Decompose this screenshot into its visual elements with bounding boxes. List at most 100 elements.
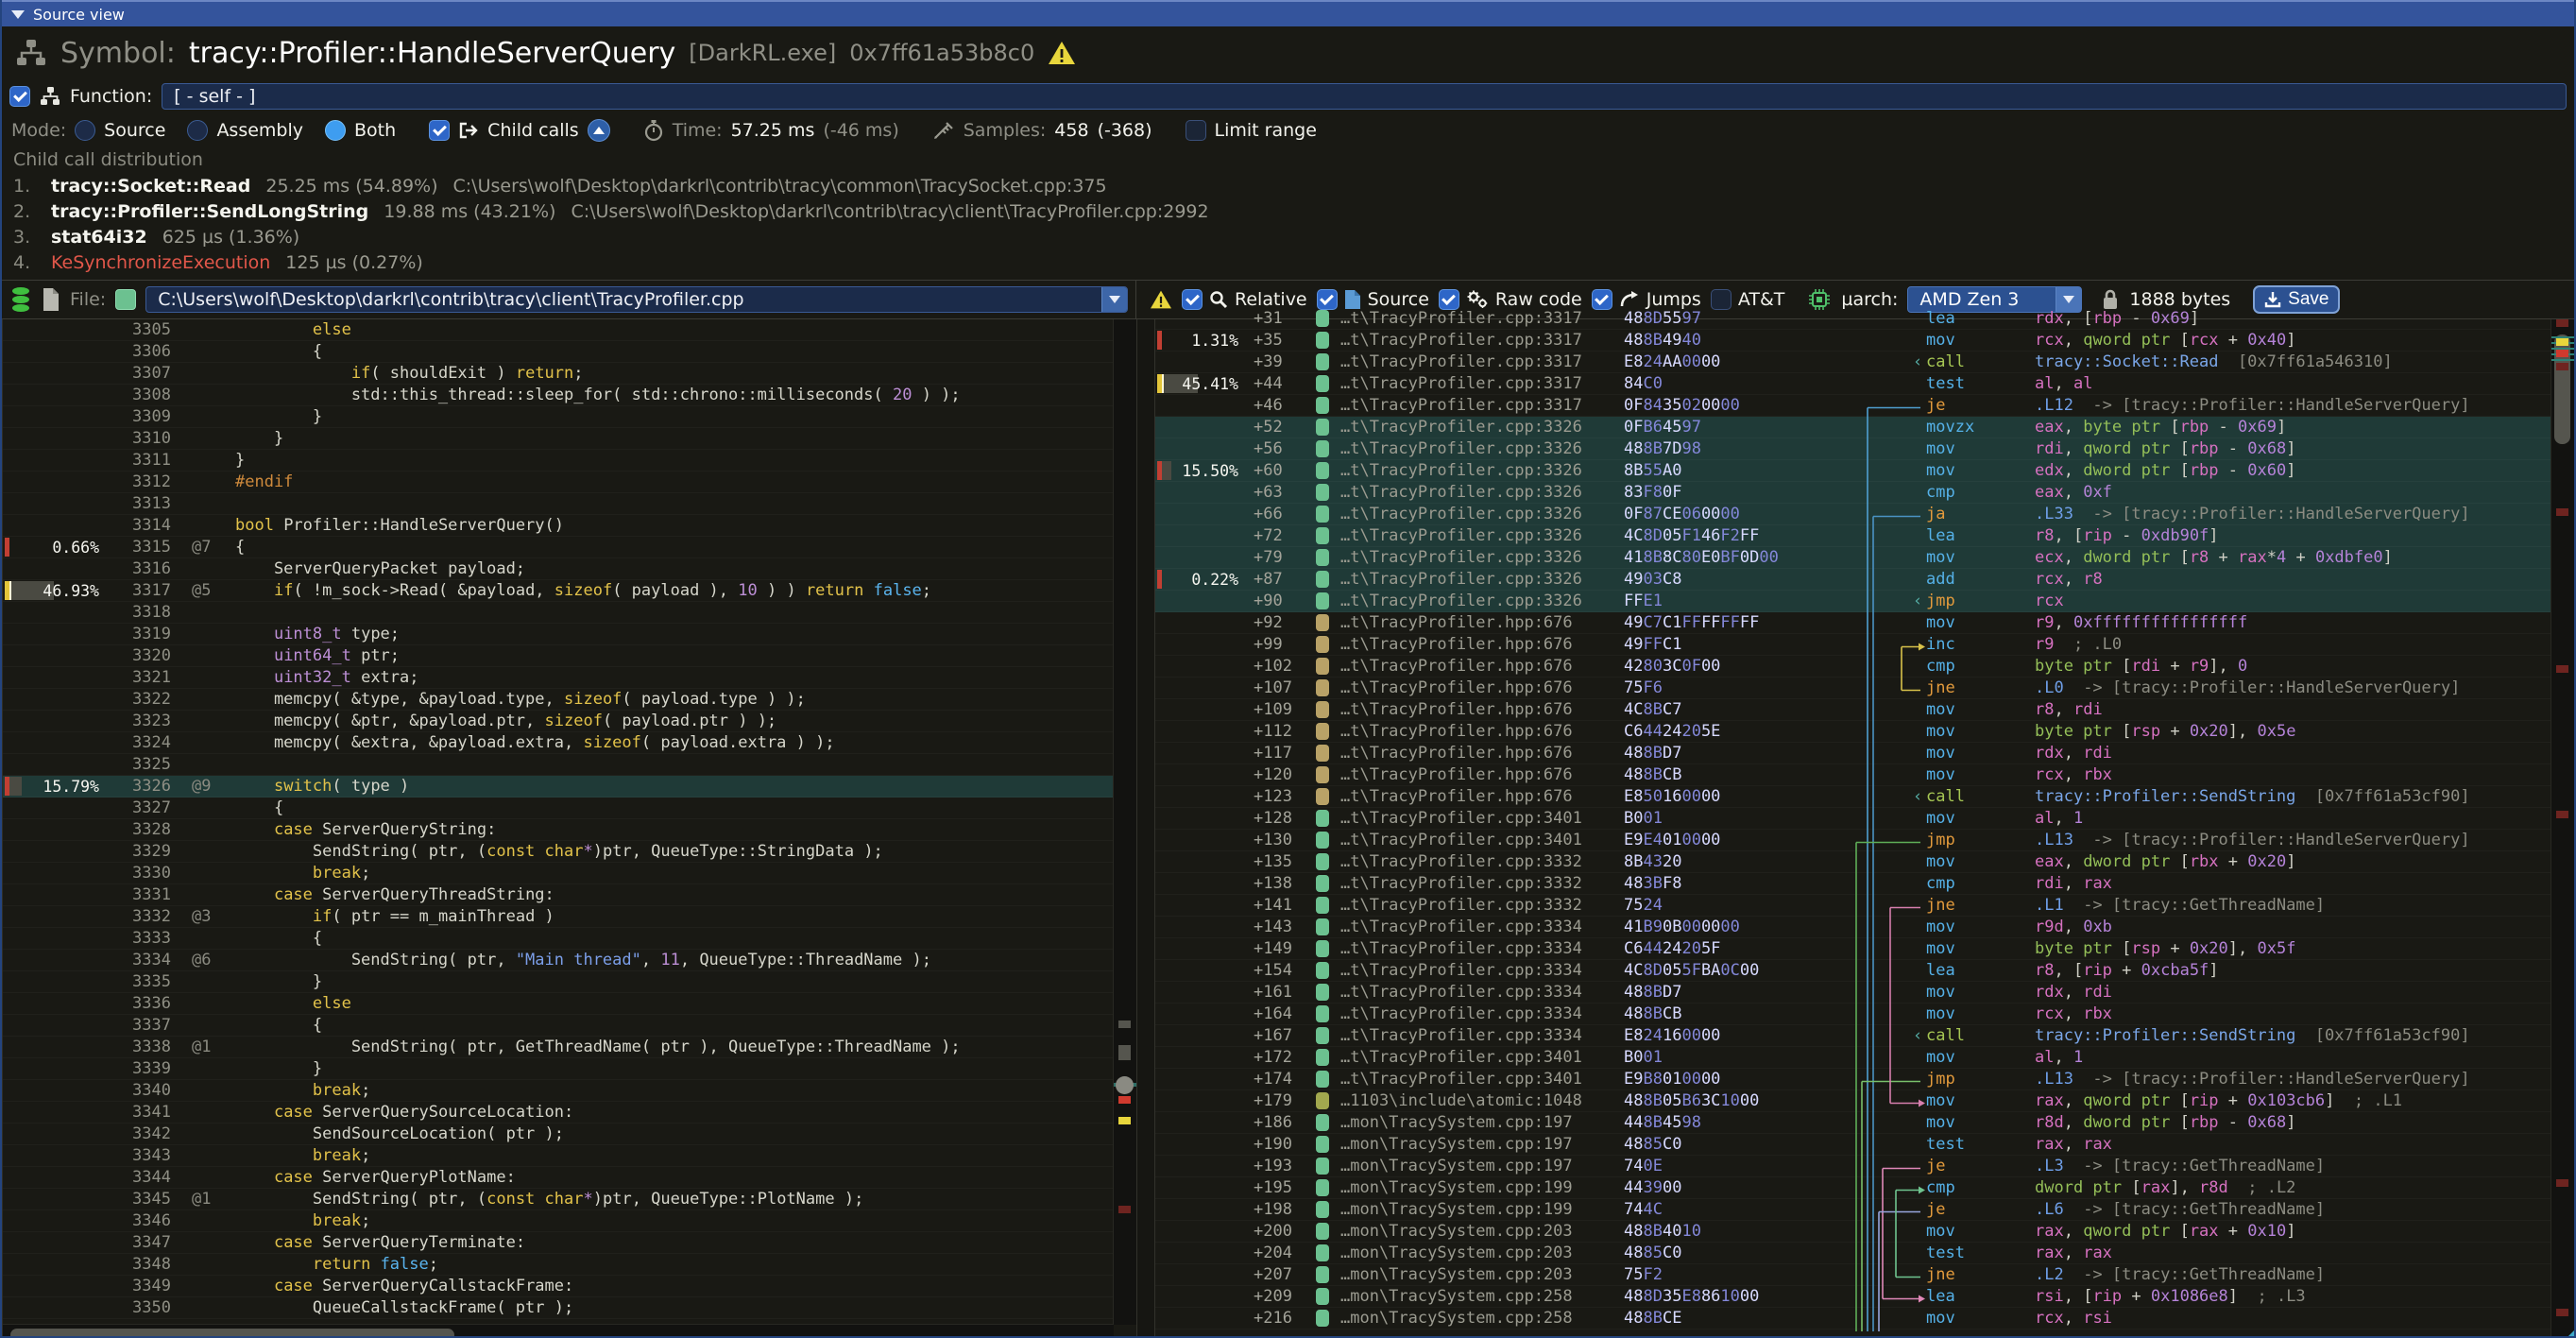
function-checkbox[interactable]: [9, 86, 30, 107]
source-location[interactable]: …t\TracyProfiler.hpp:676: [1340, 613, 1573, 632]
assembly-scroll-thumb[interactable]: [2554, 334, 2570, 444]
toolbar-jumps[interactable]: Jumps: [1591, 289, 1701, 310]
source-location[interactable]: …t\TracyProfiler.cpp:3317: [1340, 352, 1582, 371]
assembly-row[interactable]: +195 …mon\TracySystem.cpp:199 443900 cmp dwo…: [1155, 1177, 2551, 1199]
source-location[interactable]: …t\TracyProfiler.hpp:676: [1340, 765, 1573, 784]
source-location[interactable]: …t\TracyProfiler.hpp:676: [1340, 722, 1573, 741]
titlebar[interactable]: Source view: [2, 0, 2574, 26]
assembly-row[interactable]: +161 …t\TracyProfiler.cpp:3334 488BD7 mov rd…: [1155, 982, 2551, 1004]
assembly-row[interactable]: +167 …t\TracyProfiler.cpp:3334 E824160000 c…: [1155, 1025, 2551, 1047]
source-location[interactable]: …mon\TracySystem.cpp:197: [1340, 1113, 1573, 1132]
assembly-row[interactable]: +138 …t\TracyProfiler.cpp:3332 483BF8 cmp rd…: [1155, 873, 2551, 895]
source-location[interactable]: …mon\TracySystem.cpp:197: [1340, 1157, 1573, 1175]
assembly-row[interactable]: +63 …t\TracyProfiler.cpp:3326 83F80F cmp eax…: [1155, 482, 2551, 504]
source-location[interactable]: …mon\TracySystem.cpp:199: [1340, 1200, 1573, 1219]
save-button[interactable]: Save: [2253, 285, 2341, 314]
source-line-row[interactable]: 3333 {: [3, 928, 1114, 950]
source-line-row[interactable]: 3350 QueueCallstackFrame( ptr );: [3, 1297, 1114, 1319]
source-location[interactable]: …t\TracyProfiler.hpp:676: [1340, 635, 1573, 654]
source-location[interactable]: …t\TracyProfiler.cpp:3326: [1340, 570, 1582, 589]
uarch-select[interactable]: AMD Zen 3: [1907, 286, 2083, 313]
source-location[interactable]: …t\TracyProfiler.hpp:676: [1340, 678, 1573, 697]
file-select-arrow[interactable]: [1101, 287, 1127, 312]
assembly-row[interactable]: +143 …t\TracyProfiler.cpp:3334 41B90B00000…: [1155, 917, 2551, 938]
source-location[interactable]: …t\TracyProfiler.cpp:3326: [1340, 418, 1582, 437]
source-line-row[interactable]: 3319 uint8_t type;: [3, 624, 1114, 645]
assembly-row[interactable]: +123 …t\TracyProfiler.hpp:676 E850160000 ca…: [1155, 786, 2551, 808]
assembly-row[interactable]: +204 …mon\TracySystem.cpp:203 4885C0 test ra…: [1155, 1243, 2551, 1264]
assembly-row[interactable]: +198 …mon\TracySystem.cpp:199 744C je .L6 ->…: [1155, 1199, 2551, 1221]
source-line-row[interactable]: 3344 case ServerQueryPlotName:: [3, 1167, 1114, 1189]
source-location[interactable]: …t\TracyProfiler.cpp:3332: [1340, 852, 1582, 871]
source-line-row[interactable]: 3316 ServerQueryPacket payload;: [3, 558, 1114, 580]
source-location[interactable]: …t\TracyProfiler.cpp:3326: [1340, 505, 1582, 523]
file-select[interactable]: C:\Users\wolf\Desktop\darkrl\contrib\tra…: [145, 286, 1128, 313]
assembly-row[interactable]: +141 …t\TracyProfiler.cpp:3332 7524 jne .L1 …: [1155, 895, 2551, 917]
source-line-row[interactable]: 3318: [3, 602, 1114, 624]
assembly-row[interactable]: +209 …mon\TracySystem.cpp:258 488D35E88610…: [1155, 1286, 2551, 1308]
source-hscroll-thumb[interactable]: [10, 1329, 454, 1336]
source-line-row[interactable]: 3347 case ServerQueryTerminate:: [3, 1232, 1114, 1254]
jumps-checkbox[interactable]: [1591, 289, 1612, 310]
source-location[interactable]: …t\TracyProfiler.hpp:676: [1340, 787, 1573, 806]
source-location[interactable]: …t\TracyProfiler.cpp:3334: [1340, 961, 1582, 980]
source-line-row[interactable]: 3342 SendSourceLocation( ptr );: [3, 1124, 1114, 1145]
source-line-row[interactable]: 3348 return false;: [3, 1254, 1114, 1276]
limit-range-checkbox[interactable]: [1185, 120, 1206, 141]
assembly-row[interactable]: +117 …t\TracyProfiler.hpp:676 488BD7 mov rdx…: [1155, 743, 2551, 764]
assembly-row[interactable]: +179 …1103\include\atomic:1048 488B05B63C1…: [1155, 1090, 2551, 1112]
assembly-row[interactable]: +52 …t\TracyProfiler.cpp:3326 0FB64597 movz…: [1155, 417, 2551, 438]
source-location[interactable]: …t\TracyProfiler.cpp:3317: [1340, 331, 1582, 350]
source-line-row[interactable]: 3346 break;: [3, 1210, 1114, 1232]
source-checkbox[interactable]: [1316, 289, 1338, 310]
assembly-row[interactable]: 45.41% +44 …t\TracyProfiler.cpp:3317 84C0 te…: [1155, 373, 2551, 395]
assembly-row[interactable]: +99 …t\TracyProfiler.hpp:676 49FFC1 inc r9 ;…: [1155, 634, 2551, 656]
source-location[interactable]: …1103\include\atomic:1048: [1340, 1091, 1582, 1110]
assembly-row[interactable]: +172 …t\TracyProfiler.cpp:3401 B001 mov al, …: [1155, 1047, 2551, 1069]
source-location[interactable]: …t\TracyProfiler.cpp:3334: [1340, 918, 1582, 936]
toolbar-att[interactable]: AT&T: [1710, 289, 1784, 310]
source-location[interactable]: …mon\TracySystem.cpp:203: [1340, 1265, 1573, 1284]
radio-source[interactable]: [75, 120, 96, 141]
source-location[interactable]: …mon\TracySystem.cpp:258: [1340, 1287, 1573, 1306]
toolbar-raw-code[interactable]: Raw code: [1438, 289, 1582, 310]
assembly-row[interactable]: 15.50% +60 …t\TracyProfiler.cpp:3326 8B55A0…: [1155, 460, 2551, 482]
assembly-row[interactable]: +190 …mon\TracySystem.cpp:197 4885C0 test ra…: [1155, 1134, 2551, 1156]
source-location[interactable]: …t\TracyProfiler.hpp:676: [1340, 657, 1573, 676]
source-line-row[interactable]: 0.66% 3315 @7 {: [3, 537, 1114, 558]
assembly-vertical-scrollbar[interactable]: [2550, 319, 2574, 1336]
assembly-row[interactable]: +72 …t\TracyProfiler.cpp:3326 4C8D05F146F2…: [1155, 525, 2551, 547]
source-line-row[interactable]: 3324 memcpy( &extra, &payload.extra, siz…: [3, 732, 1114, 754]
source-location[interactable]: …t\TracyProfiler.cpp:3334: [1340, 1004, 1582, 1023]
assembly-row[interactable]: +102 …t\TracyProfiler.hpp:676 42803C0F00 cm…: [1155, 656, 2551, 678]
source-scroll-thumb[interactable]: [1116, 1076, 1134, 1094]
assembly-row[interactable]: +200 …mon\TracySystem.cpp:203 488B4010 mov r…: [1155, 1221, 2551, 1243]
relative-checkbox[interactable]: [1182, 289, 1203, 310]
source-line-row[interactable]: 3308 std::this_thread::sleep_for( std::c…: [3, 385, 1114, 406]
assembly-row[interactable]: +112 …t\TracyProfiler.hpp:676 C64424205E mo…: [1155, 721, 2551, 743]
toolbar-relative[interactable]: Relative: [1182, 289, 1307, 310]
source-location[interactable]: …t\TracyProfiler.cpp:3317: [1340, 396, 1582, 415]
assembly-row[interactable]: 0.22% +87 …t\TracyProfiler.cpp:3326 4903C8 a…: [1155, 569, 2551, 591]
source-line-row[interactable]: 3345 @1 SendString( ptr, (const char*)ptr…: [3, 1189, 1114, 1210]
assembly-row[interactable]: +46 …t\TracyProfiler.cpp:3317 0F8435020000…: [1155, 395, 2551, 417]
child-call-item[interactable]: 2. tracy::Profiler::SendLongString 19.88 m…: [13, 198, 2563, 224]
child-call-item[interactable]: 3. stat64i32 625 µs (1.36%): [13, 224, 2563, 249]
source-line-row[interactable]: 3311}: [3, 450, 1114, 472]
source-location[interactable]: …t\TracyProfiler.cpp:3334: [1340, 1026, 1582, 1045]
source-line-row[interactable]: 3309 }: [3, 406, 1114, 428]
source-location[interactable]: …t\TracyProfiler.cpp:3332: [1340, 896, 1582, 915]
source-line-row[interactable]: 46.93% 3317 @5 if( !m_sock->Read( &payload…: [3, 580, 1114, 602]
source-location[interactable]: …t\TracyProfiler.cpp:3332: [1340, 874, 1582, 893]
source-location[interactable]: …t\TracyProfiler.hpp:676: [1340, 744, 1573, 763]
assembly-row[interactable]: +149 …t\TracyProfiler.cpp:3334 C64424205F m…: [1155, 938, 2551, 960]
source-location[interactable]: …mon\TracySystem.cpp:258: [1340, 1309, 1573, 1328]
assembly-row[interactable]: +130 …t\TracyProfiler.cpp:3401 E9E4010000 j…: [1155, 830, 2551, 851]
source-location[interactable]: …t\TracyProfiler.cpp:3326: [1340, 592, 1582, 610]
source-line-row[interactable]: 3306 {: [3, 341, 1114, 363]
source-line-row[interactable]: 3331 case ServerQueryThreadString:: [3, 884, 1114, 906]
child-call-item[interactable]: 1. tracy::Socket::Read 25.25 ms (54.89%) C:…: [13, 173, 2563, 198]
source-location[interactable]: …mon\TracySystem.cpp:203: [1340, 1244, 1573, 1262]
source-location[interactable]: …mon\TracySystem.cpp:199: [1340, 1178, 1573, 1197]
source-location[interactable]: …t\TracyProfiler.hpp:676: [1340, 700, 1573, 719]
